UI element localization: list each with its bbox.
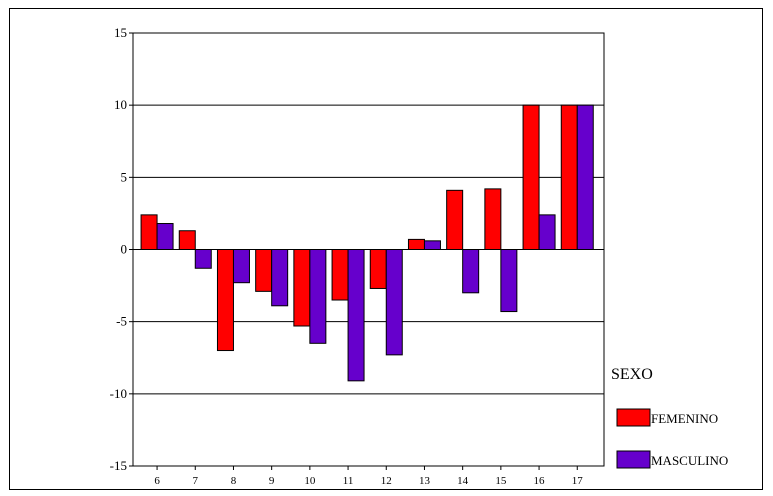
bar-femenino-15 — [484, 188, 502, 251]
bar-masculino-12 — [385, 249, 403, 356]
legend-label-masculino: MASCULINO — [651, 453, 728, 468]
y-tick-label: -5 — [116, 314, 127, 329]
bar-femenino-9 — [255, 249, 273, 292]
x-tick-label: 13 — [419, 475, 431, 487]
legend-swatch-femenino — [616, 408, 651, 427]
x-tick-label: 16 — [534, 475, 546, 487]
bar-femenino-6 — [140, 214, 158, 250]
y-tick-label: 0 — [121, 242, 128, 257]
x-tick-label: 12 — [381, 475, 392, 487]
bar-femenino-11 — [331, 249, 349, 301]
x-tick-label: 8 — [231, 475, 237, 487]
bar-femenino-12 — [369, 249, 387, 289]
x-tick-label: 7 — [193, 475, 199, 487]
bar-femenino-17 — [560, 104, 578, 250]
bar-femenino-14 — [446, 189, 464, 250]
bar-femenino-8 — [216, 249, 234, 352]
legend: SEXO FEMENINO MASCULINO — [611, 366, 728, 469]
x-tick-label: 11 — [343, 475, 354, 487]
bar-masculino-10 — [309, 249, 327, 344]
x-tick-label: 14 — [457, 475, 469, 487]
x-tick-label: 10 — [304, 475, 316, 487]
bar-masculino-14 — [462, 249, 480, 294]
bar-masculino-15 — [500, 249, 518, 313]
x-axis: 6 7 8 9 10 11 12 13 14 15 16 17 — [154, 466, 583, 487]
bar-masculino-6 — [156, 223, 174, 251]
x-tick-label: 15 — [495, 475, 507, 487]
bar-masculino-11 — [347, 249, 365, 382]
y-tick-label: 15 — [114, 25, 127, 40]
y-tick-label: -15 — [110, 458, 127, 473]
bar-masculino-7 — [194, 249, 212, 269]
y-tick-label: 5 — [121, 169, 128, 184]
y-axis: 15 10 5 0 -5 -10 -15 — [110, 25, 133, 473]
legend-label-femenino: FEMENINO — [651, 411, 718, 426]
x-tick-label: 6 — [154, 475, 160, 487]
x-tick-label: 9 — [269, 475, 275, 487]
legend-title: SEXO — [611, 366, 653, 383]
bar-femenino-7 — [178, 230, 196, 250]
x-tick-label: 17 — [572, 475, 584, 487]
bar-femenino-13 — [407, 238, 425, 251]
y-tick-label: 10 — [114, 97, 127, 112]
bar-masculino-8 — [232, 249, 250, 284]
bar-masculino-9 — [271, 249, 289, 307]
bar-femenino-10 — [293, 249, 311, 327]
y-tick-label: -10 — [110, 386, 127, 401]
legend-swatch-masculino — [616, 450, 651, 469]
bar-masculino-16 — [538, 214, 556, 250]
bars — [140, 104, 594, 382]
bar-femenino-16 — [522, 104, 540, 250]
bar-masculino-13 — [423, 240, 441, 250]
bar-masculino-17 — [576, 104, 594, 250]
